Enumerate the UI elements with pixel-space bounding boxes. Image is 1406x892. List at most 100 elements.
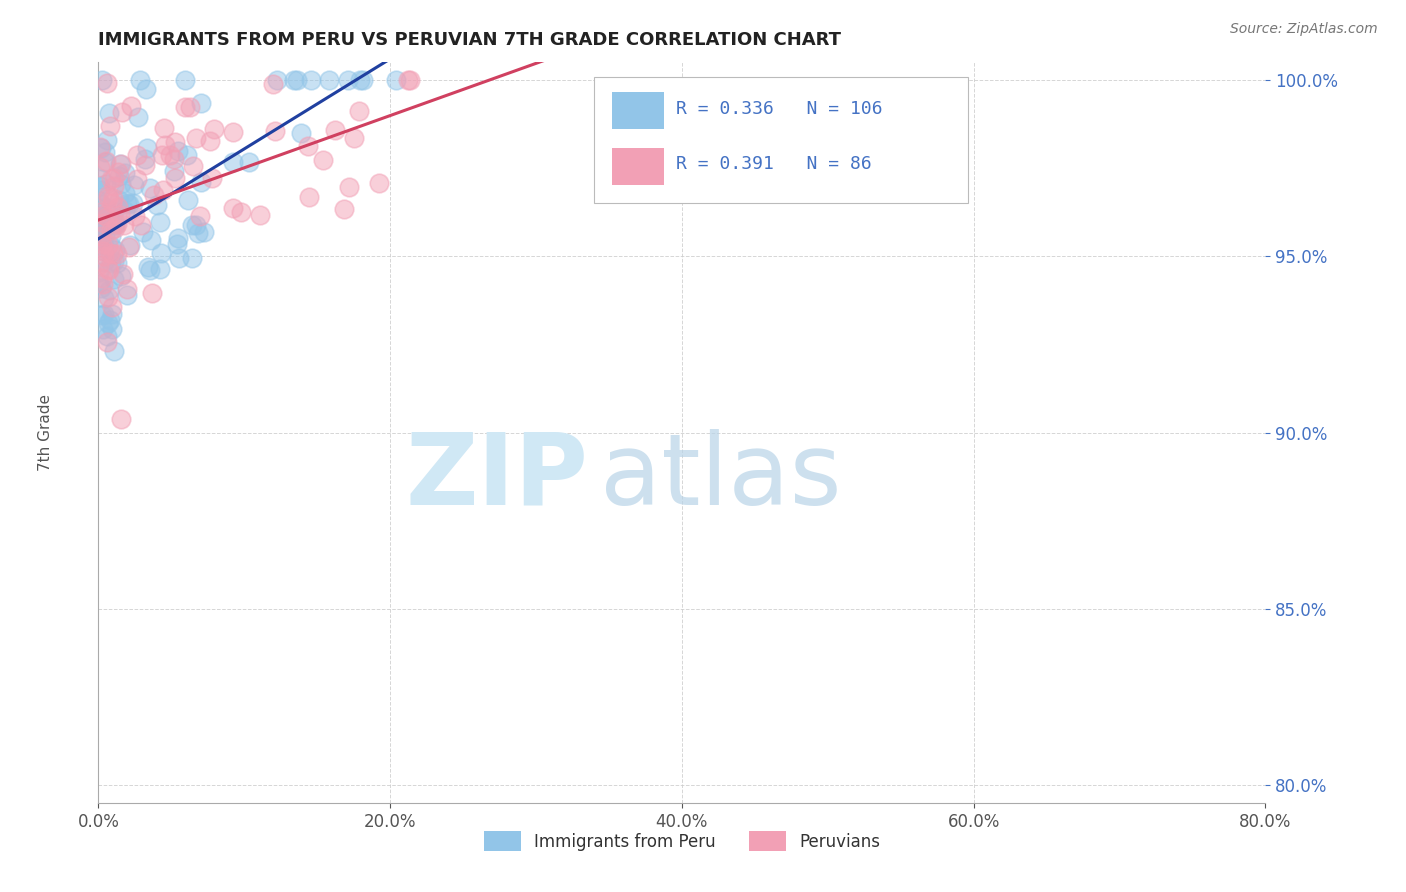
Point [150, 147, 173, 161]
Point [108, 157, 131, 171]
Point [94, 154, 117, 169]
Point [94, 178, 117, 192]
Point [142, 187, 165, 202]
Point [114, 166, 136, 180]
Point [110, 177, 132, 191]
Point [94, 155, 117, 169]
Point [93, 216, 115, 230]
Point [127, 172, 149, 186]
Point [134, 158, 156, 172]
Point [163, 164, 186, 178]
Point [111, 104, 134, 119]
Point [104, 220, 127, 235]
Point [115, 282, 138, 296]
Point [91, 237, 114, 252]
Point [176, 148, 198, 162]
Point [90, 211, 112, 225]
Point [91, 225, 114, 239]
Point [97, 262, 120, 277]
Point [90, 281, 112, 295]
Point [174, 100, 197, 114]
Point [91, 308, 114, 322]
Point [107, 256, 129, 270]
Point [262, 78, 284, 92]
Point [174, 73, 197, 87]
Point [349, 103, 371, 118]
Point [132, 225, 155, 239]
Point [93, 292, 115, 306]
Point [266, 73, 288, 87]
Point [89, 215, 111, 229]
Point [107, 165, 129, 179]
Point [337, 73, 360, 87]
Point [104, 218, 127, 232]
Point [100, 223, 122, 237]
Point [96, 133, 118, 147]
Point [385, 73, 408, 87]
Point [187, 226, 209, 240]
Point [318, 73, 340, 87]
Point [87, 276, 110, 290]
Point [222, 155, 245, 169]
Point [159, 148, 181, 162]
Point [179, 100, 201, 114]
Text: IMMIGRANTS FROM PERU VS PERUVIAN 7TH GRADE CORRELATION CHART: IMMIGRANTS FROM PERU VS PERUVIAN 7TH GRA… [98, 31, 841, 49]
Point [202, 121, 225, 136]
Point [93, 254, 115, 268]
Point [188, 210, 211, 224]
Point [89, 217, 111, 231]
Point [125, 148, 148, 162]
Point [96, 334, 118, 349]
Point [90, 73, 112, 87]
Point [118, 196, 141, 211]
Point [97, 187, 120, 202]
Point [107, 169, 129, 184]
Point [150, 245, 173, 260]
Point [98, 263, 121, 277]
Point [90, 229, 112, 244]
Point [146, 198, 169, 212]
Point [136, 260, 159, 275]
Point [165, 135, 187, 149]
Point [323, 123, 346, 137]
Point [96, 201, 118, 215]
Point [98, 105, 121, 120]
Point [201, 171, 224, 186]
Point [89, 179, 111, 194]
Point [94, 221, 117, 235]
Point [122, 195, 145, 210]
Point [89, 265, 111, 279]
Point [190, 96, 212, 111]
Point [186, 218, 208, 232]
Point [96, 191, 118, 205]
Point [103, 204, 125, 219]
Point [167, 231, 190, 245]
Point [163, 170, 186, 185]
Point [89, 233, 111, 247]
Bar [612, 147, 665, 185]
Point [100, 172, 122, 186]
Point [101, 191, 124, 205]
Point [135, 141, 157, 155]
Point [103, 179, 125, 194]
Point [222, 201, 245, 215]
Point [101, 307, 124, 321]
Point [181, 159, 204, 173]
Point [89, 205, 111, 219]
Point [312, 153, 335, 167]
Point [249, 208, 271, 222]
Point [153, 137, 176, 152]
Point [96, 211, 118, 225]
Point [396, 73, 419, 87]
Point [94, 227, 117, 242]
Point [101, 196, 124, 211]
Point [367, 177, 389, 191]
Point [105, 247, 128, 261]
Point [90, 171, 112, 186]
Point [103, 272, 125, 286]
Point [166, 144, 188, 158]
Point [290, 126, 312, 140]
Point [138, 262, 160, 277]
Point [97, 316, 120, 330]
Point [115, 195, 138, 210]
